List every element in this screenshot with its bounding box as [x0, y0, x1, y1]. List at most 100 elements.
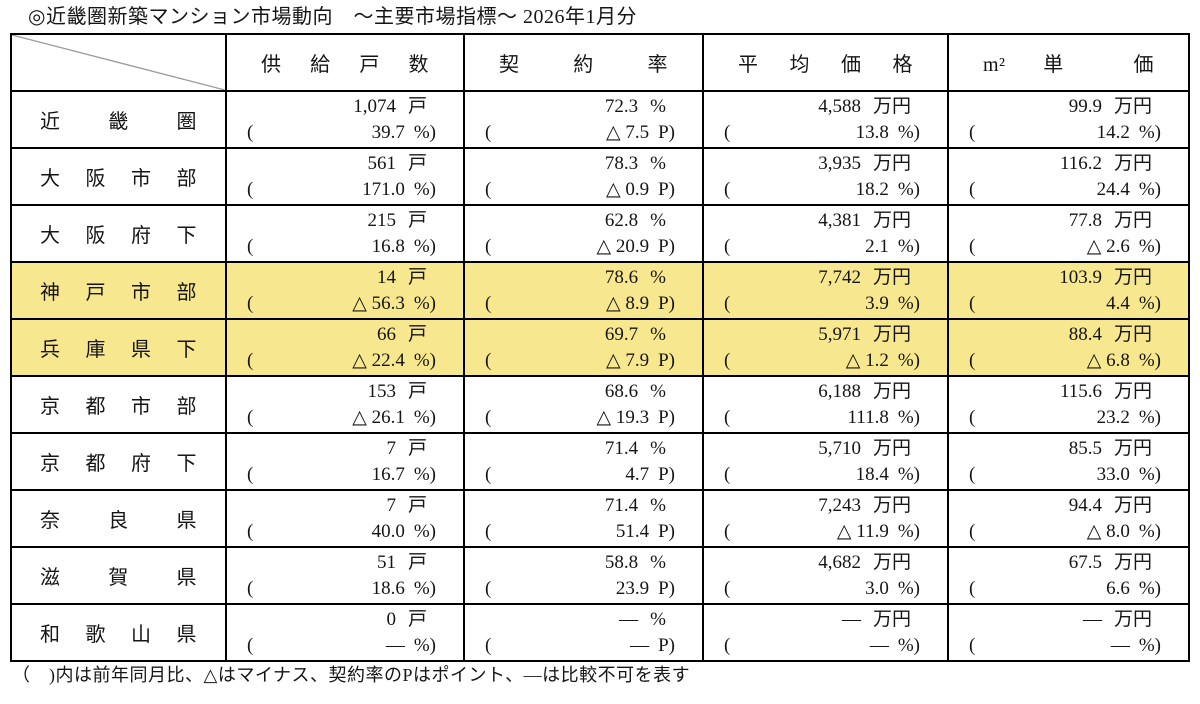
col-header-unit-price: m² 単 価	[947, 33, 1190, 92]
paren-open: (	[485, 178, 492, 200]
unit: %	[650, 380, 666, 402]
yoy-value: 14.2	[1096, 121, 1130, 143]
yoy-value: ―	[630, 634, 650, 656]
paren-open: (	[724, 292, 731, 314]
yoy-value: 18.2	[855, 178, 889, 200]
yoy-value: 16.8	[371, 235, 405, 257]
yoy-value: △ 7.5	[605, 121, 650, 143]
average-price-cell: 4,682 万円 (3.0%)	[702, 546, 949, 605]
unit-price-cell: 85.5 万円 (33.0%)	[947, 432, 1190, 491]
yoy-unit: P)	[658, 634, 675, 656]
yoy-unit: %)	[1138, 463, 1161, 485]
yoy-unit: P)	[658, 235, 675, 257]
table-header: 供 給 戸 数 契 約 率 平 均 価 格 m² 単 価	[10, 33, 1190, 92]
region-label: 兵 庫 県 下	[10, 318, 227, 377]
yoy-unit: %)	[413, 292, 436, 314]
yoy-value: 2.1	[865, 235, 889, 257]
table-body: 近 畿 圏 1,074 戸 (39.7%) 72.3% (△ 7.5 P) 4,588 万…	[10, 90, 1190, 662]
yoy-value: 24.4	[1096, 178, 1130, 200]
paren-open: (	[247, 121, 254, 143]
average-price-cell: ― 万円 (―%)	[702, 603, 949, 662]
average-price-cell: 5,971 万円 (△ 1.2%)	[702, 318, 949, 377]
yoy-unit: %)	[897, 235, 920, 257]
unit: %	[650, 95, 666, 117]
yoy-value: 111.8	[847, 406, 889, 428]
unit: 万円	[1113, 494, 1152, 516]
yoy-unit: %)	[1138, 634, 1161, 656]
paren-open: (	[485, 235, 492, 257]
paren-open: (	[485, 406, 492, 428]
yoy-value: △ 7.9	[605, 349, 650, 371]
value: 78.6	[604, 266, 639, 288]
yoy-value: 39.7	[371, 121, 405, 143]
unit: %	[650, 608, 666, 630]
paren-open: (	[247, 577, 254, 599]
unit: 万円	[872, 494, 911, 516]
region-label: 大 阪 市 部	[10, 147, 227, 206]
yoy-unit: %)	[897, 292, 920, 314]
paren-open: (	[969, 634, 976, 656]
value: 6,188	[818, 380, 861, 402]
value: 58.8	[604, 551, 639, 573]
paren-open: (	[247, 463, 254, 485]
region-label: 近 畿 圏	[10, 90, 227, 149]
value: 4,381	[818, 209, 861, 231]
unit: 戸	[407, 152, 427, 174]
yoy-unit: %)	[413, 178, 436, 200]
paren-open: (	[724, 178, 731, 200]
unit-price-cell: 99.9 万円 (14.2%)	[947, 90, 1190, 149]
paren-open: (	[247, 349, 254, 371]
value: 66	[376, 323, 396, 345]
value: 116.2	[1059, 152, 1102, 174]
unit: %	[650, 494, 666, 516]
yoy-value: 13.8	[855, 121, 889, 143]
yoy-unit: P)	[658, 121, 675, 143]
yoy-unit: %)	[897, 520, 920, 542]
paren-open: (	[969, 349, 976, 371]
supply-cell: 7 戸 (40.0%)	[225, 489, 465, 548]
unit-price-cell: 103.9 万円 (4.4%)	[947, 261, 1190, 320]
paren-open: (	[485, 349, 492, 371]
supply-cell: 51 戸 (18.6%)	[225, 546, 465, 605]
value: 99.9	[1068, 95, 1102, 117]
value: 7,742	[818, 266, 861, 288]
paren-open: (	[724, 520, 731, 542]
region-label: 京 都 府 下	[10, 432, 227, 491]
unit-price-cell: 115.6 万円 (23.2%)	[947, 375, 1190, 434]
yoy-unit: P)	[658, 292, 675, 314]
yoy-value: △ 20.9	[596, 235, 650, 257]
value: 5,971	[818, 323, 861, 345]
yoy-unit: %)	[413, 349, 436, 371]
yoy-unit: %)	[413, 520, 436, 542]
contract-rate-cell: 71.4% (51.4 P)	[463, 489, 704, 548]
region-label: 和 歌 山 県	[10, 603, 227, 662]
value: 115.6	[1059, 380, 1102, 402]
yoy-unit: %)	[897, 178, 920, 200]
value: ―	[1082, 608, 1102, 630]
yoy-value: 4.4	[1106, 292, 1130, 314]
paren-open: (	[247, 406, 254, 428]
paren-open: (	[247, 235, 254, 257]
yoy-value: ―	[869, 634, 889, 656]
unit: 万円	[1113, 266, 1152, 288]
supply-cell: 66 戸 (△ 22.4%)	[225, 318, 465, 377]
row-shiga: 滋 賀 県 51 戸 (18.6%) 58.8% (23.9 P) 4,682 万円 (3.…	[10, 546, 1190, 605]
row-kyoto-city: 京 都 市 部 153 戸 (△ 26.1%) 68.6% (△ 19.3 P) 6,1…	[10, 375, 1190, 434]
unit-price-cell: 88.4 万円 (△ 6.8%)	[947, 318, 1190, 377]
corner-cell	[10, 33, 227, 92]
yoy-value: 18.4	[855, 463, 889, 485]
value: 77.8	[1068, 209, 1102, 231]
supply-cell: 0 戸 (―%)	[225, 603, 465, 662]
unit: 万円	[1113, 323, 1152, 345]
contract-rate-cell: 72.3% (△ 7.5 P)	[463, 90, 704, 149]
average-price-cell: 3,935 万円 (18.2%)	[702, 147, 949, 206]
yoy-unit: %)	[897, 406, 920, 428]
yoy-value: 23.9	[615, 577, 650, 599]
value: 103.9	[1059, 266, 1102, 288]
unit: %	[650, 209, 666, 231]
yoy-unit: %)	[413, 577, 436, 599]
contract-rate-cell: 71.4% (4.7 P)	[463, 432, 704, 491]
average-price-cell: 7,742 万円 (3.9%)	[702, 261, 949, 320]
value: 72.3	[604, 95, 639, 117]
yoy-unit: %)	[1138, 349, 1161, 371]
